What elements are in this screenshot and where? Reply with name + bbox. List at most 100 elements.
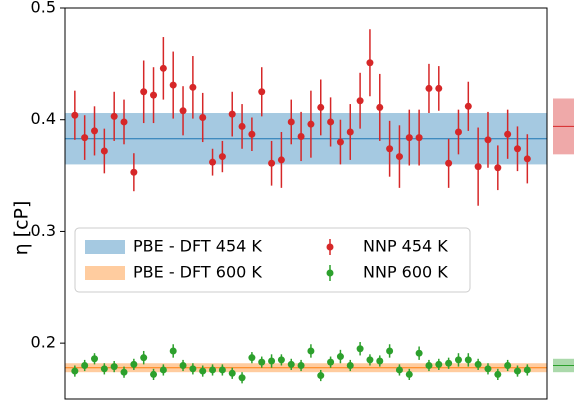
- point: [297, 361, 305, 369]
- point: [366, 59, 374, 67]
- point: [238, 122, 246, 130]
- point: [307, 347, 315, 355]
- point: [268, 159, 276, 167]
- point: [405, 134, 413, 142]
- point: [336, 138, 344, 146]
- point: [100, 147, 108, 155]
- point: [179, 361, 187, 369]
- point: [504, 130, 512, 138]
- point: [327, 358, 335, 366]
- point: [91, 127, 99, 135]
- plot-frame: [64, 7, 548, 400]
- point: [346, 128, 354, 136]
- point: [464, 102, 472, 110]
- point: [150, 91, 158, 99]
- point: [228, 369, 236, 377]
- point: [218, 153, 226, 161]
- legend-marker: [326, 269, 334, 277]
- point: [140, 88, 148, 96]
- point: [228, 110, 236, 118]
- point: [91, 355, 99, 363]
- legend-label: PBE - DFT 600 K: [133, 263, 262, 282]
- point: [199, 367, 207, 375]
- point: [327, 118, 335, 126]
- point: [71, 111, 79, 119]
- point: [110, 363, 118, 371]
- point: [81, 361, 89, 369]
- point: [445, 159, 453, 167]
- point: [287, 360, 295, 368]
- point: [71, 367, 79, 375]
- point: [405, 370, 413, 378]
- point: [159, 366, 167, 374]
- point: [150, 370, 158, 378]
- point: [169, 81, 177, 89]
- point: [100, 365, 108, 373]
- point: [189, 83, 197, 91]
- point: [484, 136, 492, 144]
- point: [484, 365, 492, 373]
- point: [464, 356, 472, 364]
- point: [513, 367, 521, 375]
- legend-patch: [85, 240, 125, 254]
- point: [277, 356, 285, 364]
- point: [494, 164, 502, 172]
- point: [307, 120, 315, 128]
- point: [376, 357, 384, 365]
- point: [209, 158, 217, 166]
- point: [218, 366, 226, 374]
- point: [189, 365, 197, 373]
- point: [494, 370, 502, 378]
- point: [454, 356, 462, 364]
- y-tick-label: 0.3: [31, 221, 56, 240]
- point: [130, 360, 138, 368]
- point: [386, 347, 394, 355]
- point: [356, 97, 364, 105]
- point: [169, 347, 177, 355]
- point: [425, 84, 433, 92]
- point: [336, 353, 344, 361]
- point: [366, 356, 374, 364]
- point: [199, 113, 207, 121]
- point: [130, 168, 138, 176]
- point: [248, 130, 256, 138]
- point: [523, 155, 531, 163]
- point: [258, 358, 266, 366]
- point: [179, 107, 187, 115]
- point: [474, 163, 482, 171]
- point: [425, 361, 433, 369]
- y-tick-label: 0.4: [31, 109, 56, 128]
- point: [120, 118, 128, 126]
- point: [258, 88, 266, 96]
- point: [346, 361, 354, 369]
- point: [317, 103, 325, 111]
- point: [415, 134, 423, 142]
- point: [513, 145, 521, 153]
- legend-marker: [326, 243, 334, 251]
- legend-patch: [85, 266, 125, 280]
- point: [504, 361, 512, 369]
- legend-label: NNP 454 K: [363, 237, 448, 256]
- point: [356, 345, 364, 353]
- point: [209, 366, 217, 374]
- point: [523, 366, 531, 374]
- point: [110, 112, 118, 120]
- y-tick-label: 0.2: [31, 333, 56, 352]
- point: [120, 368, 128, 376]
- point: [140, 354, 148, 362]
- point: [277, 156, 285, 164]
- point: [248, 354, 256, 362]
- legend-label: NNP 600 K: [363, 263, 448, 282]
- point: [297, 132, 305, 140]
- point: [159, 64, 167, 72]
- point: [238, 374, 246, 382]
- point: [81, 134, 89, 142]
- point: [474, 360, 482, 368]
- legend-frame: [74, 227, 471, 293]
- point: [268, 357, 276, 365]
- y-axis-label: η [cP]: [11, 201, 33, 256]
- point: [287, 118, 295, 126]
- point: [317, 372, 325, 380]
- point: [395, 366, 403, 374]
